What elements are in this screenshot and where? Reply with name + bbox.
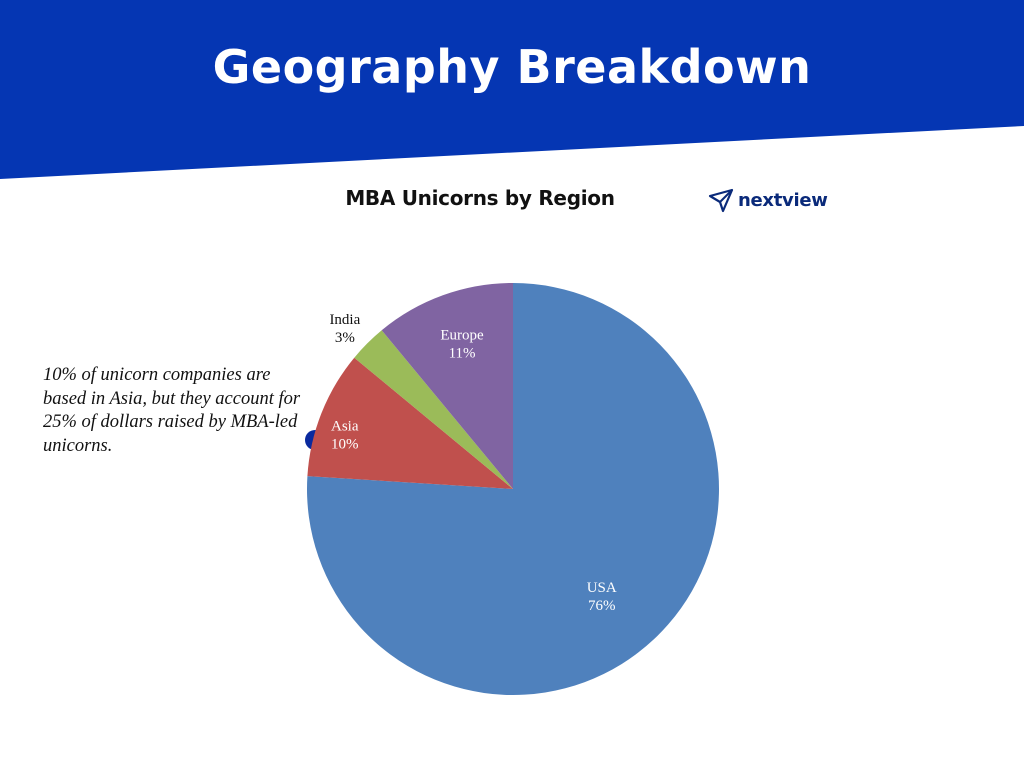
annotation-text: 10% of unicorn companies are based in As… bbox=[43, 365, 301, 456]
pie-slice-asia bbox=[307, 357, 513, 489]
logo: nextview bbox=[708, 186, 828, 214]
slice-value-india: 3% bbox=[335, 330, 355, 346]
slice-label-asia: Asia bbox=[331, 418, 359, 434]
banner-shape bbox=[0, 0, 1024, 179]
page-title: Geography Breakdown bbox=[212, 40, 812, 94]
pie-slice-europe bbox=[381, 283, 513, 489]
slice-value-usa: 76% bbox=[588, 598, 616, 614]
slice-value-europe: 11% bbox=[449, 346, 476, 362]
chart-title: MBA Unicorns by Region bbox=[345, 186, 615, 210]
slice-label-usa: USA bbox=[587, 580, 617, 596]
pie-slice-usa bbox=[306, 283, 719, 695]
paper-plane-icon bbox=[708, 188, 734, 213]
slice-label-europe: Europe bbox=[440, 328, 484, 344]
logo-text: nextview bbox=[738, 189, 828, 211]
header-banner bbox=[0, 0, 1024, 180]
slice-value-asia: 10% bbox=[331, 436, 359, 452]
pie-slice-india bbox=[354, 330, 513, 489]
slice-label-india: India bbox=[329, 312, 360, 328]
